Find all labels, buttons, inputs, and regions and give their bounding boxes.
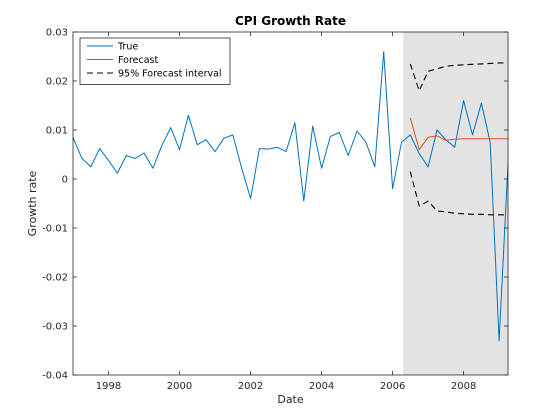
x-tick-label: 2002	[238, 381, 263, 392]
legend-label: 95% Forecast interval	[118, 69, 222, 80]
x-tick-label: 2008	[451, 381, 476, 392]
y-tick-label: -0.02	[42, 273, 68, 284]
y-tick-label: 0	[62, 175, 68, 186]
legend-label: Forecast	[118, 55, 158, 66]
x-tick-label: 2004	[309, 381, 334, 392]
x-tick-label: 1998	[96, 381, 121, 392]
x-axis: 1998 2000 2002 2004 2006 2008	[96, 32, 476, 392]
chart-title: CPI Growth Rate	[235, 14, 346, 28]
forecast-region	[403, 32, 508, 375]
y-tick-label: -0.01	[42, 224, 68, 235]
plot-frame	[72, 31, 509, 376]
series-layer	[72, 51, 509, 342]
y-tick-label: 0.03	[46, 28, 68, 39]
y-axis: -0.04 -0.03 -0.02 -0.01 0 0.01 0.02 0.03	[42, 28, 508, 382]
x-tick-label: 2006	[380, 381, 405, 392]
series-line-3	[409, 171, 508, 216]
series-line-2	[409, 62, 508, 92]
x-axis-label: Date	[277, 393, 304, 406]
y-tick-label: -0.03	[42, 322, 68, 333]
x-tick-label: 2000	[167, 381, 192, 392]
y-axis-label: Growth rate	[26, 170, 39, 236]
y-tick-label: 0.01	[46, 126, 68, 137]
series-line-1	[409, 117, 508, 151]
y-tick-label: 0.02	[46, 77, 68, 88]
legend-label: True	[117, 42, 138, 53]
y-tick-label: -0.04	[42, 371, 68, 382]
legend: True Forecast 95% Forecast interval	[79, 37, 231, 85]
